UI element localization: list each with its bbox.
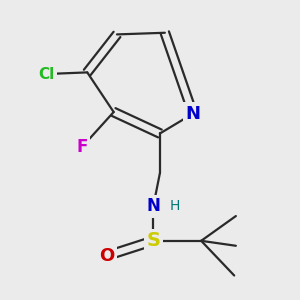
- Text: O: O: [99, 247, 115, 265]
- Text: H: H: [169, 199, 180, 213]
- Text: F: F: [76, 138, 88, 156]
- Text: Cl: Cl: [38, 67, 54, 82]
- Text: N: N: [146, 197, 160, 215]
- Text: N: N: [185, 105, 200, 123]
- Text: S: S: [146, 231, 160, 250]
